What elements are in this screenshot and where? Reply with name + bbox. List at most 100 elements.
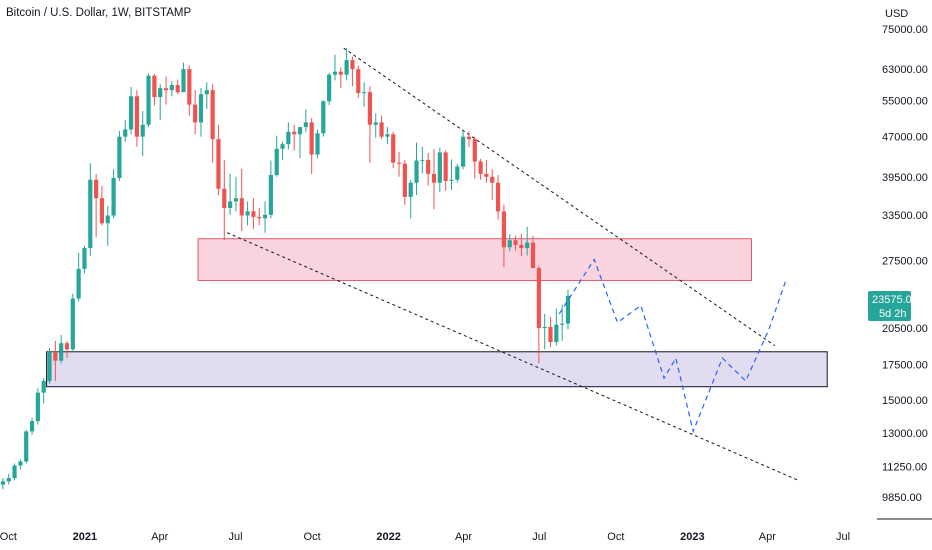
candle[interactable] (134, 90, 139, 147)
channel-lower-line[interactable] (226, 232, 799, 481)
candle[interactable] (461, 130, 466, 170)
candle[interactable] (169, 81, 174, 97)
candle[interactable] (88, 163, 93, 257)
candle[interactable] (47, 348, 52, 384)
candle[interactable] (29, 417, 35, 435)
candle[interactable] (99, 185, 105, 226)
candle[interactable] (426, 152, 431, 186)
candle[interactable] (210, 84, 215, 163)
candle[interactable] (53, 340, 58, 381)
candle[interactable] (495, 175, 501, 220)
candle[interactable] (466, 131, 472, 148)
candle[interactable] (12, 463, 17, 481)
candle[interactable] (536, 265, 541, 364)
candle[interactable] (420, 146, 425, 174)
candle[interactable] (59, 334, 64, 364)
candle[interactable] (140, 111, 145, 157)
candle[interactable] (268, 160, 273, 219)
candle[interactable] (175, 79, 180, 95)
candle[interactable] (338, 67, 343, 89)
candle[interactable] (292, 124, 297, 151)
candle[interactable] (152, 73, 157, 106)
candle[interactable] (513, 235, 518, 251)
candle[interactable] (111, 169, 116, 219)
candle[interactable] (391, 131, 396, 169)
candle[interactable] (146, 73, 151, 128)
candle[interactable] (286, 122, 291, 150)
candle[interactable] (443, 150, 448, 191)
candle[interactable] (297, 127, 303, 159)
candle[interactable] (94, 173, 99, 238)
candle[interactable] (35, 388, 40, 425)
candle[interactable] (490, 169, 495, 201)
candle[interactable] (565, 289, 571, 330)
candle[interactable] (507, 234, 512, 252)
candle[interactable] (356, 65, 361, 98)
resistance-zone[interactable] (197, 238, 752, 281)
candle[interactable] (350, 56, 355, 87)
candle[interactable] (327, 72, 332, 106)
candle[interactable] (309, 117, 314, 174)
candle[interactable] (315, 129, 320, 159)
candle[interactable] (24, 429, 29, 464)
candle[interactable] (163, 76, 169, 105)
candle[interactable] (128, 86, 134, 135)
candle[interactable] (123, 120, 128, 142)
candle[interactable] (216, 124, 221, 196)
candle[interactable] (239, 168, 244, 232)
candle[interactable] (117, 130, 122, 181)
candle[interactable] (408, 179, 413, 219)
support-zone[interactable] (46, 351, 828, 388)
candle[interactable] (478, 158, 483, 180)
candle[interactable] (484, 159, 489, 183)
candle[interactable] (379, 115, 384, 140)
candle[interactable] (519, 234, 524, 257)
candle[interactable] (158, 84, 163, 121)
candle[interactable] (82, 245, 87, 274)
candle[interactable] (554, 308, 559, 346)
candle[interactable] (105, 206, 110, 246)
candle[interactable] (321, 100, 326, 137)
candle[interactable] (6, 473, 11, 485)
candle[interactable] (70, 293, 75, 352)
candle[interactable] (530, 235, 536, 269)
candle[interactable] (542, 313, 547, 350)
candle[interactable] (76, 252, 81, 302)
candle[interactable] (548, 317, 553, 347)
candle[interactable] (187, 65, 192, 116)
candle[interactable] (385, 127, 390, 145)
candle[interactable] (257, 208, 262, 226)
candle[interactable] (472, 136, 477, 179)
candle[interactable] (204, 82, 209, 109)
candle[interactable] (64, 340, 70, 359)
candle[interactable] (228, 173, 233, 215)
candle[interactable] (455, 163, 460, 183)
candle[interactable] (525, 226, 530, 256)
candle[interactable] (251, 198, 256, 229)
candle[interactable] (274, 135, 279, 177)
candle[interactable] (414, 142, 419, 196)
candle[interactable] (193, 90, 198, 135)
candle[interactable] (344, 48, 349, 81)
candle[interactable] (361, 82, 367, 107)
candle[interactable] (0, 478, 6, 490)
candle[interactable] (332, 54, 338, 81)
candle[interactable] (437, 147, 442, 192)
candle[interactable] (303, 109, 308, 132)
candle[interactable] (41, 378, 46, 404)
candle[interactable] (18, 459, 23, 470)
candle[interactable] (262, 201, 268, 233)
candle[interactable] (222, 159, 227, 241)
projection-path[interactable] (558, 258, 787, 434)
candle[interactable] (501, 204, 507, 268)
candle[interactable] (560, 304, 565, 341)
candle[interactable] (280, 141, 285, 160)
candle[interactable] (449, 159, 454, 191)
candle[interactable] (198, 88, 204, 137)
candle[interactable] (373, 113, 378, 138)
candle[interactable] (396, 151, 402, 177)
candle[interactable] (233, 176, 239, 212)
candle[interactable] (402, 159, 407, 205)
candle[interactable] (367, 86, 373, 163)
